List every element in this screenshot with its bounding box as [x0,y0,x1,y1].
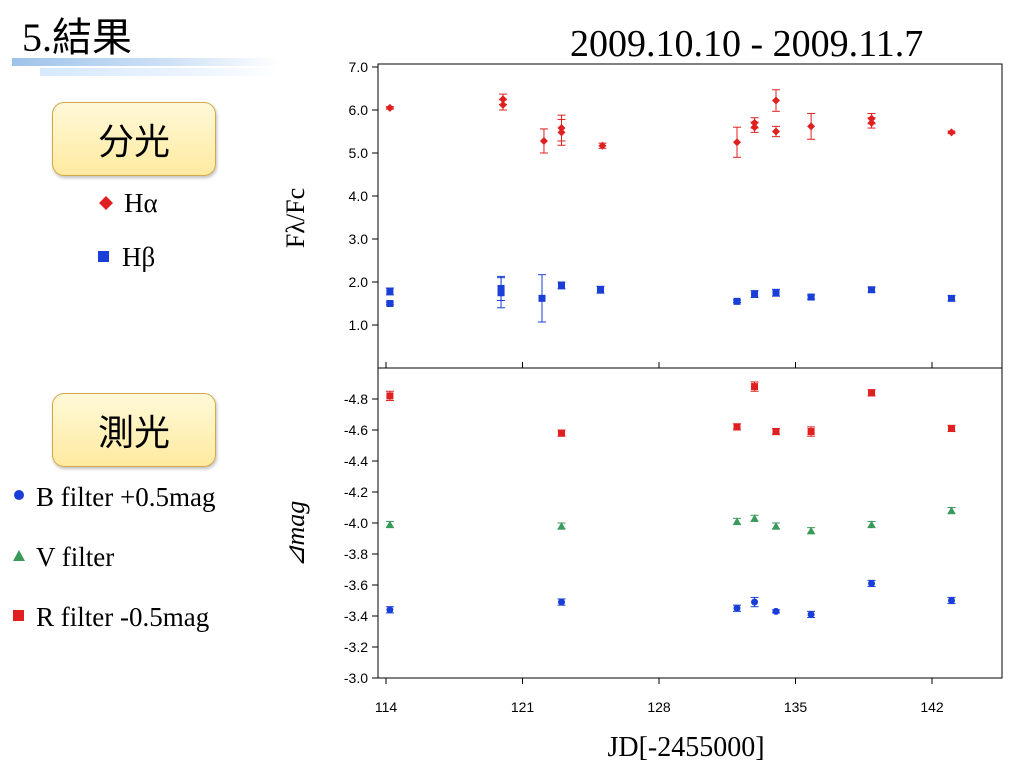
legend-v-filter: V filter [12,542,114,572]
data-point-hbeta [948,294,955,302]
y-tick-label: -4.4 [344,453,368,469]
legend-r-filter: R filter -0.5mag [12,602,209,632]
data-point-b-filter [807,610,815,618]
spectroscopy-label: 分光 [97,122,170,163]
data-point-r-filter [558,429,565,437]
data-point-r-filter [386,392,394,400]
triangle-marker-icon [13,550,25,561]
data-point-b-filter [868,579,876,587]
legend-r-filter-label: R filter -0.5mag [36,602,210,632]
legend-hbeta: Hβ [96,242,155,272]
y-tick-label: -3.4 [344,608,368,624]
data-point-halpha [539,136,548,145]
y-tick-label: 5.0 [349,145,369,161]
data-point-hbeta [597,286,604,294]
data-point-r-filter [751,383,759,391]
y-tick-label: -4.2 [344,484,368,500]
data-point-hbeta [807,293,815,301]
y-tick-label: -3.0 [344,670,368,686]
y-tick-label: 7.0 [349,59,369,75]
square-marker-icon [13,610,24,621]
data-point-halpha [807,122,816,131]
y-tick-label: -4.0 [344,515,368,531]
data-point-b-filter [772,607,780,615]
data-point-b-filter [733,604,741,612]
y-tick-label: 4.0 [349,188,369,204]
y-tick-label: 6.0 [349,102,369,118]
legend-halpha-label: Hα [124,188,158,218]
data-point-hbeta [497,289,505,297]
y-tick-label: -4.8 [344,391,368,407]
x-tick-label: 114 [375,699,398,715]
slide-title: 5.結果 [22,15,132,60]
upper-y-axis-label: Fλ/Fc [281,188,310,248]
y-tick-label: -3.2 [344,639,368,655]
data-point-halpha [947,128,956,137]
legend-v-filter-label: V filter [36,542,115,572]
y-tick-label: -3.8 [344,546,368,562]
data-point-hbeta [386,300,394,307]
data-point-v-filter [947,506,956,514]
y-tick-label: 2.0 [349,274,369,290]
data-point-v-filter [733,517,741,525]
data-point-v-filter [772,522,780,530]
data-point-v-filter [867,520,876,528]
lower-y-axis-label: ⊿mag [281,501,310,568]
data-point-r-filter [948,424,955,432]
spectroscopy-label-box: 分光 [52,102,216,176]
data-point-halpha [772,96,780,105]
data-point-hbeta [751,290,759,298]
data-point-hbeta [733,297,741,305]
data-point-v-filter [750,514,759,522]
data-point-hbeta [868,286,876,294]
x-tick-label: 128 [647,699,671,715]
data-point-halpha [499,100,507,109]
data-point-halpha [598,141,607,150]
data-point-r-filter [733,423,741,431]
photometry-label-box: 測光 [52,393,216,467]
data-point-b-filter [558,598,565,606]
data-point-v-filter [385,520,394,528]
data-point-hbeta [558,281,565,289]
x-tick-label: 142 [920,699,944,715]
legend-hbeta-label: Hβ [122,242,156,272]
circle-marker-icon [14,490,24,500]
data-point-b-filter [386,606,394,614]
photometry-label: 測光 [97,413,170,454]
date-range: 2009.10.10 - 2009.11.7 [570,23,924,65]
y-tick-label: -4.6 [344,422,368,438]
data-point-r-filter [772,428,780,436]
data-point-halpha [385,103,394,112]
data-point-hbeta [538,294,546,302]
legend-b-filter-label: B filter +0.5mag [36,482,216,512]
y-tick-label: 3.0 [349,231,369,247]
data-point-b-filter [751,598,759,606]
data-point-halpha [772,127,780,136]
data-point-b-filter [948,597,955,604]
data-point-r-filter [868,389,876,397]
data-point-halpha [733,138,741,147]
legend-halpha: Hα [98,188,158,218]
y-tick-label: 1.0 [349,317,369,333]
upper-plot-frame [377,63,1003,369]
title-underline-secondary [40,68,280,76]
legend-b-filter: B filter +0.5mag [12,482,215,512]
square-marker-icon [98,251,109,262]
data-point-halpha [557,128,566,137]
x-tick-label: 121 [511,699,535,715]
data-point-v-filter [807,526,816,534]
title-underline [12,58,280,66]
x-tick-label: 135 [784,699,808,715]
diamond-marker-icon [99,196,113,210]
data-point-hbeta [772,289,780,297]
data-point-v-filter [557,522,566,530]
y-tick-label: -3.6 [344,577,368,593]
lower-plot-frame [377,367,1003,679]
data-point-halpha [750,123,759,132]
x-axis-label: JD[-2455000] [607,732,764,763]
data-point-hbeta [386,287,394,295]
data-point-r-filter [807,428,815,436]
data-point-halpha [867,118,876,127]
